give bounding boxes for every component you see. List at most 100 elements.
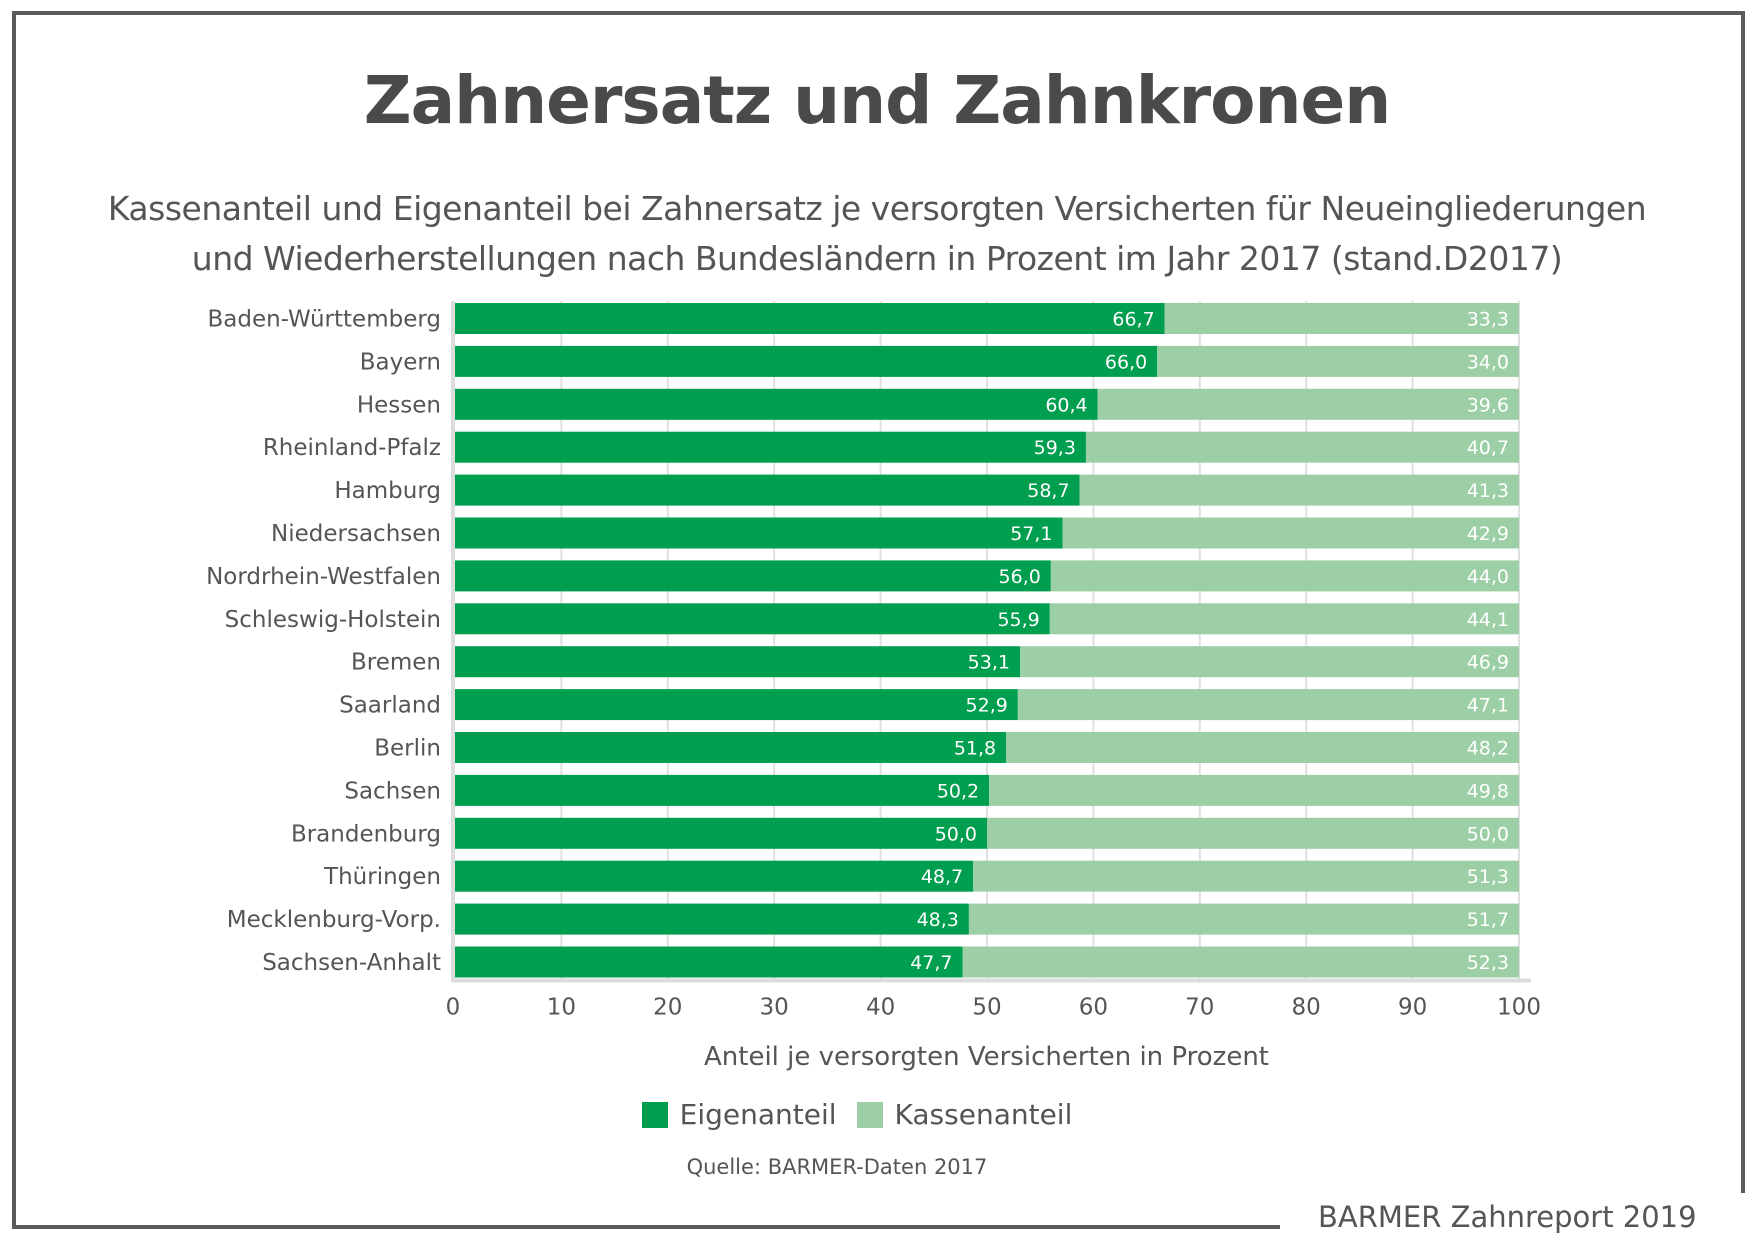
- x-tick-label: 40: [866, 995, 895, 1021]
- category-label: Mecklenburg-Vorp.: [227, 907, 441, 933]
- x-tick-label: 30: [760, 995, 789, 1021]
- data-label-kassenanteil: 33,3: [1467, 309, 1509, 331]
- subtitle-line-2: und Wiederherstellungen nach Bundeslände…: [191, 239, 1563, 278]
- category-label: Hamburg: [334, 478, 441, 504]
- bar-eigenanteil: [455, 517, 1063, 549]
- bar-kassenanteil: [962, 946, 1519, 978]
- category-labels: Baden-Württemberg Bayern Hessen Rheinland-P…: [206, 307, 441, 977]
- category-label: Bayern: [360, 349, 441, 375]
- bar-eigenanteil: [455, 603, 1050, 635]
- x-tick-label: 20: [653, 995, 682, 1021]
- category-label: Berlin: [374, 736, 441, 762]
- bar-kassenanteil: [1050, 560, 1519, 592]
- bar-eigenanteil: [455, 431, 1086, 463]
- bar-eigenanteil: [455, 946, 963, 978]
- bar-eigenanteil: [455, 860, 974, 892]
- bar-kassenanteil: [1079, 474, 1519, 506]
- x-tick-label: 50: [972, 995, 1001, 1021]
- bar-kassenanteil: [1097, 388, 1519, 420]
- bar-eigenanteil: [455, 689, 1018, 721]
- category-label: Brandenburg: [291, 821, 441, 847]
- bar-kassenanteil: [989, 774, 1519, 806]
- legend-label-eigenanteil: Eigenanteil: [679, 1098, 837, 1131]
- category-label: Baden-Württemberg: [207, 307, 441, 333]
- data-label-kassenanteil: 51,3: [1467, 866, 1509, 888]
- legend-swatch-eigenanteil: [641, 1101, 668, 1128]
- x-tick-label: 10: [547, 995, 576, 1021]
- bar-eigenanteil: [455, 388, 1098, 420]
- bar-eigenanteil: [455, 903, 969, 935]
- data-label-kassenanteil: 39,6: [1467, 394, 1509, 416]
- bar-eigenanteil: [455, 560, 1051, 592]
- bar-kassenanteil: [1006, 732, 1519, 763]
- chart-subtitle: Kassenanteil und Eigenanteil bei Zahners…: [0, 184, 1754, 284]
- source-note: Quelle: BARMER-Daten 2017: [686, 1155, 988, 1179]
- bar-kassenanteil: [1157, 345, 1519, 377]
- frame-border-left: [12, 11, 16, 1229]
- x-axis-title: Anteil je versorgten Versicherten in Pro…: [704, 1042, 1269, 1072]
- data-label-eigenanteil: 57,1: [1010, 523, 1052, 545]
- frame-border-top: [12, 11, 1745, 15]
- bar-kassenanteil: [1049, 603, 1519, 635]
- legend-label-kassenanteil: Kassenanteil: [894, 1098, 1073, 1131]
- data-label-kassenanteil: 46,9: [1467, 652, 1509, 674]
- data-label-eigenanteil: 47,7: [910, 952, 952, 974]
- x-tick-labels: 0 10 20 30 40 50 60 70 80 90 100: [446, 995, 1541, 1021]
- category-label: Schleswig-Holstein: [225, 607, 441, 633]
- category-label: Nordrhein-Westfalen: [206, 564, 441, 590]
- data-label-kassenanteil: 44,0: [1467, 566, 1509, 588]
- category-label: Bremen: [351, 650, 441, 676]
- x-tick-label: 90: [1398, 995, 1427, 1021]
- data-label-kassenanteil: 44,1: [1467, 609, 1509, 631]
- x-tick-label: 0: [446, 995, 461, 1021]
- category-label: Sachsen-Anhalt: [262, 950, 441, 976]
- bar-eigenanteil: [455, 303, 1165, 334]
- category-label: Niedersachsen: [271, 521, 441, 547]
- data-label-kassenanteil: 49,8: [1467, 780, 1509, 802]
- data-label-eigenanteil: 48,7: [921, 866, 963, 888]
- data-label-kassenanteil: 40,7: [1467, 437, 1509, 459]
- data-label-eigenanteil: 51,8: [954, 738, 996, 760]
- bar-kassenanteil: [1085, 431, 1519, 463]
- bar-eigenanteil: [455, 474, 1080, 506]
- x-tick-label: 60: [1079, 995, 1108, 1021]
- data-label-eigenanteil: 55,9: [997, 609, 1039, 631]
- bar-kassenanteil: [1062, 517, 1519, 549]
- legend-item-eigenanteil: Eigenanteil: [641, 1098, 837, 1131]
- x-tick-label: 100: [1497, 995, 1541, 1021]
- data-label-eigenanteil: 56,0: [999, 566, 1041, 588]
- data-label-eigenanteil: 50,0: [935, 823, 977, 845]
- legend: Eigenanteil Kassenanteil: [0, 1098, 1754, 1131]
- frame-border-bottom: [12, 1225, 1280, 1229]
- data-label-eigenanteil: 66,0: [1105, 351, 1147, 373]
- data-label-eigenanteil: 60,4: [1045, 394, 1087, 416]
- data-label-kassenanteil: 48,2: [1467, 738, 1509, 760]
- footer-report-name: BARMER Zahnreport 2019: [1318, 1200, 1697, 1234]
- data-label-kassenanteil: 50,0: [1467, 823, 1509, 845]
- category-label: Sachsen: [344, 778, 441, 804]
- bar-kassenanteil: [987, 817, 1519, 849]
- data-label-eigenanteil: 66,7: [1112, 309, 1154, 331]
- bar-eigenanteil: [455, 774, 990, 806]
- legend-item-kassenanteil: Kassenanteil: [856, 1098, 1073, 1131]
- frame-border-right: [1741, 11, 1745, 1193]
- data-label-kassenanteil: 42,9: [1467, 523, 1509, 545]
- category-label: Rheinland-Pfalz: [263, 435, 441, 461]
- data-label-eigenanteil: 53,1: [968, 652, 1010, 674]
- data-label-eigenanteil: 59,3: [1034, 437, 1076, 459]
- bar-kassenanteil: [973, 860, 1519, 892]
- bar-eigenanteil: [455, 817, 987, 849]
- bar-kassenanteil: [968, 903, 1519, 935]
- bars: 66,7 33,3 66,0 34,0 60,4 39,6 59,3 40,7 58,7 41,3…: [455, 303, 1519, 978]
- data-label-kassenanteil: 34,0: [1467, 351, 1509, 373]
- category-label: Hessen: [357, 392, 441, 418]
- chart-title: Zahnersatz und Zahnkronen: [363, 62, 1392, 139]
- data-label-eigenanteil: 52,9: [966, 695, 1008, 717]
- subtitle-line-1: Kassenanteil und Eigenanteil bei Zahners…: [107, 189, 1647, 228]
- bar-eigenanteil: [455, 345, 1158, 377]
- category-label: Saarland: [339, 693, 441, 719]
- data-label-eigenanteil: 50,2: [937, 780, 979, 802]
- bar-kassenanteil: [1017, 689, 1519, 721]
- legend-swatch-kassenanteil: [856, 1101, 883, 1128]
